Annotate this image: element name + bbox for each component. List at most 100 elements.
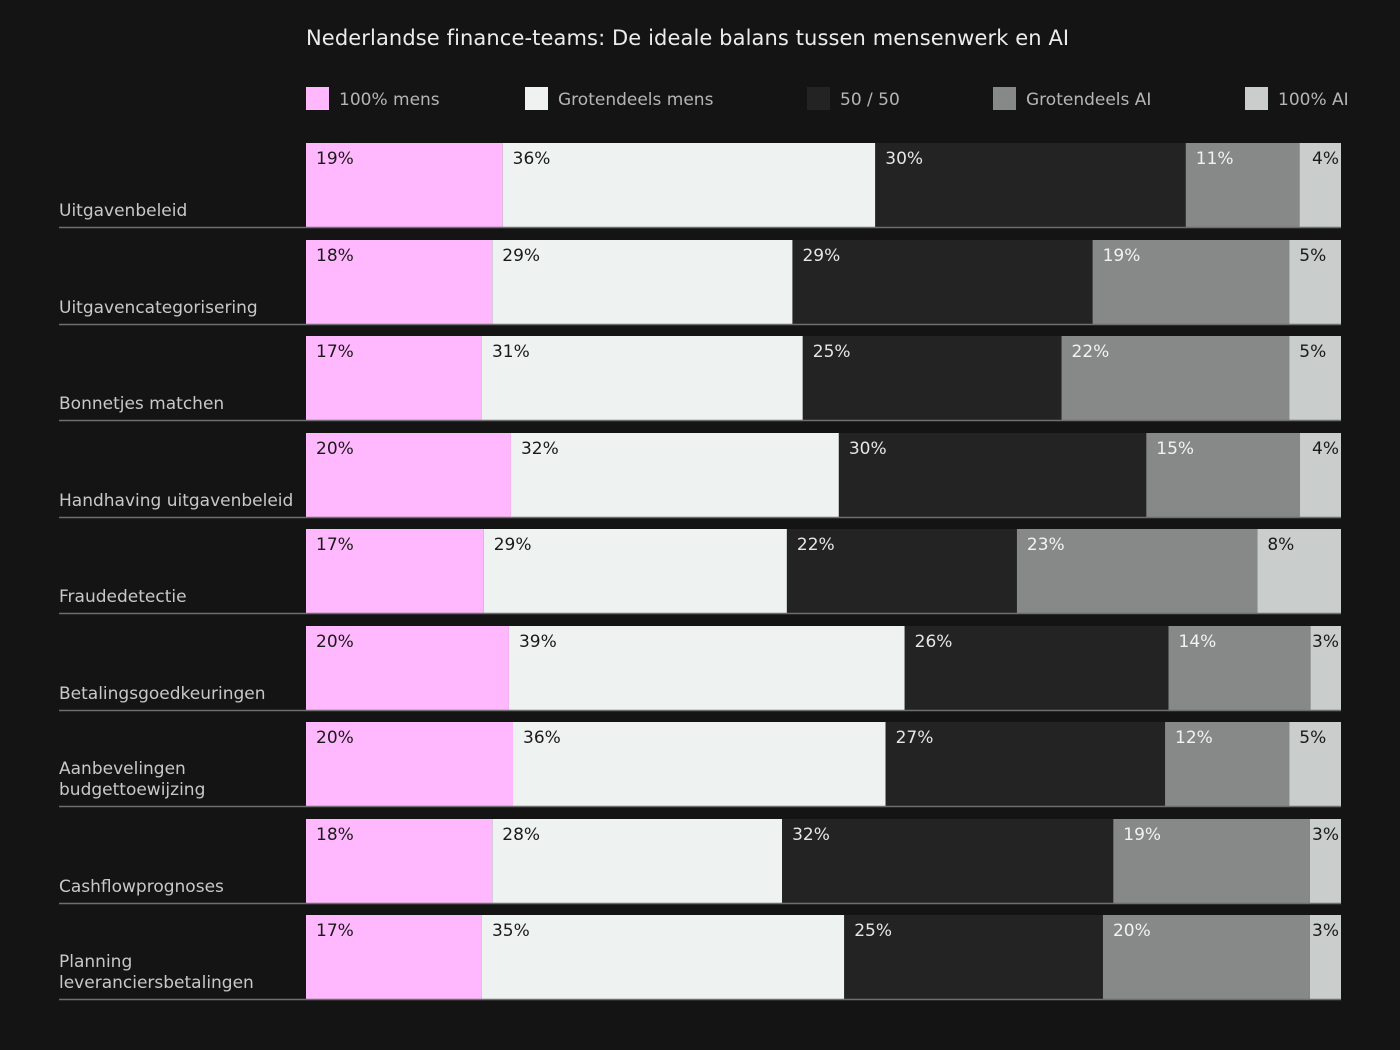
bar-segment <box>306 143 503 227</box>
bar-segment <box>1146 433 1301 517</box>
bar-segment <box>306 722 513 806</box>
bar-segment <box>802 336 1062 420</box>
data-label: 29% <box>502 246 540 266</box>
data-label: 3% <box>1312 921 1339 941</box>
bar-segment <box>1310 626 1341 710</box>
bar-row: Uitgavenbeleid 19% 36% 30% 11% 4% <box>59 143 1341 229</box>
legend-label: 100% mens <box>339 90 440 110</box>
legend-label: Grotendeels AI <box>1026 90 1151 110</box>
bar-segment <box>492 240 793 324</box>
legend-label: Grotendeels mens <box>558 90 714 110</box>
data-label: 5% <box>1299 246 1326 266</box>
data-label: 26% <box>915 632 953 652</box>
data-label: 3% <box>1312 632 1339 652</box>
legend: 100% mens Grotendeels mens 50 / 50 Grotende… <box>306 87 1349 110</box>
data-label: 4% <box>1312 439 1339 459</box>
data-label: 17% <box>316 535 354 555</box>
data-label: 25% <box>854 921 892 941</box>
bar-segment <box>502 143 876 227</box>
bar-segment <box>481 915 845 999</box>
data-label: 17% <box>316 921 354 941</box>
bar-segment <box>306 433 511 517</box>
bar-segment <box>1289 336 1341 420</box>
data-label: 11% <box>1196 149 1234 169</box>
bar-segment <box>492 819 783 903</box>
data-label: 5% <box>1299 728 1326 748</box>
bar-row: Uitgavencategorisering 18% 29% 29% 19% 5% <box>59 240 1341 326</box>
legend-label: 100% AI <box>1278 90 1349 110</box>
bar-segment <box>844 915 1103 999</box>
data-label: 36% <box>513 149 551 169</box>
data-label: 14% <box>1179 632 1217 652</box>
bar-segment <box>838 433 1147 517</box>
bar-segment <box>1061 336 1290 420</box>
category-label: Aanbevelingen <box>59 759 186 779</box>
category-label: Uitgavencategorisering <box>59 298 258 318</box>
bar-segment <box>481 336 803 420</box>
bar-segment <box>1092 240 1290 324</box>
bar-segment <box>1168 626 1311 710</box>
data-label: 32% <box>792 825 830 845</box>
bar-segment <box>782 819 1114 903</box>
data-label: 8% <box>1267 535 1294 555</box>
bar-segment <box>1299 143 1341 227</box>
data-label: 3% <box>1312 825 1339 845</box>
data-label: 30% <box>849 439 887 459</box>
legend-swatch <box>306 87 329 110</box>
data-label: 22% <box>1072 342 1110 362</box>
bar-segment <box>306 915 482 999</box>
data-label: 12% <box>1175 728 1213 748</box>
data-label: 20% <box>316 728 354 748</box>
category-label: Uitgavenbeleid <box>59 201 187 221</box>
bar-segment <box>1102 915 1310 999</box>
bar-segment <box>306 240 493 324</box>
bar-segment <box>306 626 509 710</box>
bar-rows: Uitgavenbeleid 19% 36% 30% 11% 4% Uitgavencate… <box>59 143 1341 1001</box>
bar-segment <box>306 819 493 903</box>
data-label: 19% <box>1123 825 1161 845</box>
bar-segment <box>306 336 482 420</box>
data-label: 27% <box>896 728 934 748</box>
bar-segment <box>875 143 1186 227</box>
bar-row: Handhaving uitgavenbeleid 20% 32% 30% 15% 4% <box>59 433 1341 519</box>
category-label: Handhaving uitgavenbeleid <box>59 491 293 511</box>
category-label: Fraudedetectie <box>59 587 187 607</box>
bar-segment <box>306 529 484 613</box>
data-label: 39% <box>519 632 557 652</box>
data-label: 23% <box>1027 535 1065 555</box>
legend-label: 50 / 50 <box>840 90 900 110</box>
legend-swatch <box>993 87 1016 110</box>
data-label: 20% <box>1113 921 1151 941</box>
data-label: 15% <box>1156 439 1194 459</box>
data-label: 28% <box>502 825 540 845</box>
data-label: 19% <box>316 149 354 169</box>
bar-segment <box>1300 433 1341 517</box>
data-label: 30% <box>885 149 923 169</box>
legend-swatch <box>1245 87 1268 110</box>
bar-segment <box>1016 529 1258 613</box>
data-label: 5% <box>1299 342 1326 362</box>
data-label: 22% <box>797 535 835 555</box>
bar-row: Betalingsgoedkeuringen 20% 39% 26% 14% 3% <box>59 626 1341 712</box>
data-label: 17% <box>316 342 354 362</box>
data-label: 18% <box>316 825 354 845</box>
data-label: 18% <box>316 246 354 266</box>
legend-swatch <box>807 87 830 110</box>
bar-segment <box>1257 529 1341 613</box>
bar-row: Cashflowprognoses 18% 28% 32% 19% 3% <box>59 819 1341 905</box>
legend-swatch <box>525 87 548 110</box>
bar-segment <box>1113 819 1310 903</box>
data-label: 19% <box>1103 246 1141 266</box>
bar-segment <box>510 433 839 517</box>
bar-segment <box>1309 915 1341 999</box>
data-label: 32% <box>521 439 559 459</box>
bar-segment <box>885 722 1166 806</box>
data-label: 29% <box>802 246 840 266</box>
category-label: Betalingsgoedkeuringen <box>59 684 266 704</box>
bar-segment <box>508 626 905 710</box>
bar-segment <box>786 529 1017 613</box>
chart-title: Nederlandse finance-teams: De ideale bal… <box>306 26 1070 50</box>
